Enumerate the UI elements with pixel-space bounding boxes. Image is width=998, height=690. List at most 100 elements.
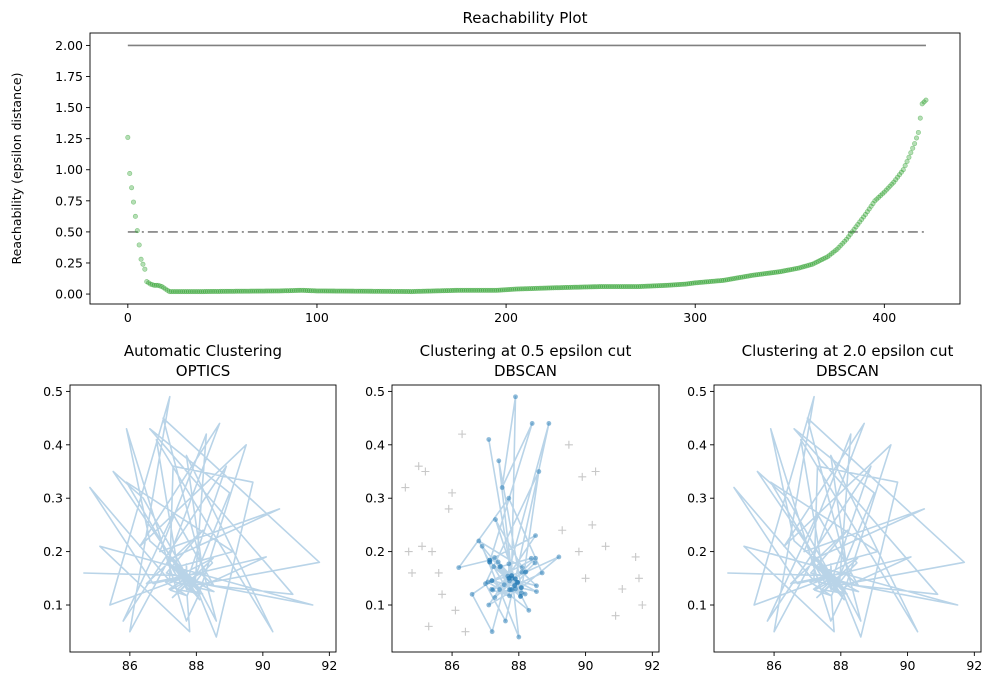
reachability-point <box>416 288 422 294</box>
reachability-point <box>371 288 377 294</box>
cluster-point <box>539 570 545 576</box>
reachability-point <box>611 284 617 290</box>
reachability-point <box>588 284 594 290</box>
cluster-point <box>507 578 512 584</box>
reachability-point <box>295 287 301 293</box>
noise-point <box>444 504 453 513</box>
reachability-point <box>533 285 539 291</box>
cluster-point <box>497 587 502 592</box>
reachability-point <box>208 289 214 295</box>
reachability-point <box>548 285 554 291</box>
x-tick-label: 86 <box>444 658 460 673</box>
reachability-point <box>609 284 615 290</box>
y-tick-label: 0.2 <box>687 544 707 559</box>
reachability-point <box>520 286 526 292</box>
reachability-point <box>567 284 573 290</box>
chart-title-line: DBSCAN <box>494 362 557 380</box>
reachability-point <box>482 287 488 293</box>
y-tick-label: 0.25 <box>55 255 83 270</box>
reachability-point <box>516 286 522 292</box>
reachability-point <box>172 289 178 295</box>
cluster-point <box>512 583 518 588</box>
reachability-point <box>395 288 401 294</box>
reachability-point <box>577 284 583 290</box>
reachability-point <box>320 288 326 294</box>
reachability-point <box>486 287 492 293</box>
cluster-point <box>489 578 495 584</box>
noise-point <box>404 547 413 556</box>
reachability-point <box>458 287 464 293</box>
noise-point <box>421 467 430 476</box>
y-tick-label: 0.50 <box>55 224 83 239</box>
reachability-point <box>384 288 390 294</box>
reachability-point <box>904 158 910 164</box>
reachability-point <box>323 288 329 294</box>
optics-clustering-plot: 86 88 90 92 0.1 0.2 0.3 0.4 0.5 Automatic Cluster… <box>43 342 337 673</box>
reachability-point <box>666 282 672 288</box>
reachability-point <box>325 288 331 294</box>
reachability-point <box>649 283 655 289</box>
cluster-point <box>501 582 507 588</box>
cluster-point <box>508 587 513 592</box>
reachability-point <box>435 288 441 294</box>
reachability-point <box>518 286 524 292</box>
reachability-point <box>592 284 598 290</box>
reachability-point <box>261 288 267 294</box>
reachability-point <box>565 284 571 290</box>
reachability-point <box>452 287 458 293</box>
reachability-point <box>473 287 479 293</box>
reachability-point <box>289 288 295 294</box>
reachability-point <box>380 288 386 294</box>
reachability-point <box>339 288 345 294</box>
reachability-point <box>335 288 341 294</box>
x-tick-label: 88 <box>188 658 204 673</box>
reachability-point <box>679 281 685 287</box>
reachability-point <box>195 289 201 295</box>
reachability-point <box>259 288 265 294</box>
reachability-point <box>513 286 519 292</box>
noise-point <box>448 488 457 497</box>
reachability-point <box>197 289 203 295</box>
reachability-point <box>303 287 309 293</box>
reachability-point <box>524 286 530 292</box>
reachability-point <box>702 279 708 285</box>
noise-point <box>458 430 467 439</box>
reachability-point <box>142 266 148 272</box>
reachability-point <box>698 279 704 285</box>
reachability-point <box>673 282 679 288</box>
noise-point <box>564 440 573 449</box>
x-tick-label: 200 <box>494 310 518 325</box>
reachability-point <box>369 288 375 294</box>
reachability-point <box>715 278 721 284</box>
reachability-point <box>356 288 362 294</box>
reachability-point <box>480 287 486 293</box>
reachability-point <box>634 284 640 290</box>
cluster-point <box>518 585 524 591</box>
cluster-point <box>515 580 521 585</box>
reachability-point <box>668 282 674 288</box>
reachability-point <box>662 282 668 288</box>
reachability-point <box>923 97 929 103</box>
cluster-point <box>528 555 534 561</box>
cluster-point <box>489 629 495 635</box>
reachability-point <box>397 288 403 294</box>
reachability-point <box>140 261 146 267</box>
y-tick-label: 0.3 <box>365 491 385 506</box>
reachability-point <box>446 288 452 294</box>
reachability-point <box>637 284 643 290</box>
reachability-point <box>596 284 602 290</box>
cluster-point <box>532 560 538 566</box>
cluster-point <box>491 564 497 570</box>
reachability-point <box>552 285 558 291</box>
x-tick-label: 0 <box>124 310 132 325</box>
reachability-point <box>514 286 520 292</box>
cluster-point <box>503 618 508 624</box>
reachability-point <box>233 288 239 294</box>
reachability-point <box>569 284 575 290</box>
reachability-point <box>651 283 657 289</box>
y-tick-label: 0.5 <box>687 384 707 399</box>
reachability-point <box>253 288 259 294</box>
y-tick-label: 1.00 <box>55 162 83 177</box>
reachability-point <box>671 282 677 288</box>
reachability-point <box>329 288 335 294</box>
